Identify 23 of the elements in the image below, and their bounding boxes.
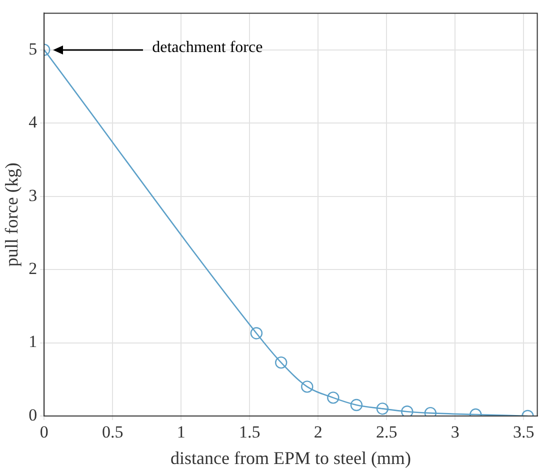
point [327, 392, 340, 404]
y-tick-label: 5 [28, 39, 38, 58]
x-tick-label: 3.5 [512, 422, 534, 442]
y-tick-label: 0 [28, 405, 38, 424]
point [376, 402, 389, 415]
y-axis-title: pull force (kg) [2, 162, 22, 267]
point [275, 356, 288, 369]
y-tick-label: 4 [28, 112, 38, 132]
x-tick-label: 1 [176, 422, 186, 442]
y-tick-label: 2 [28, 258, 38, 278]
x-tick-label: 1.5 [238, 422, 260, 442]
point [250, 327, 263, 340]
x-tick-label: 0.5 [102, 422, 124, 442]
y-tick-label: 3 [28, 186, 38, 205]
x-tick-label: 2 [314, 422, 322, 442]
point [401, 406, 414, 416]
point [350, 398, 363, 412]
y-tick-label: 1 [28, 332, 38, 352]
x-tick-label: 3 [450, 422, 460, 442]
annotation: detachment force [152, 38, 263, 57]
point [301, 380, 314, 393]
x-axis-title: distance from EPM to steel (mm) [170, 448, 411, 468]
x-tick-label: 2.5 [376, 422, 398, 442]
